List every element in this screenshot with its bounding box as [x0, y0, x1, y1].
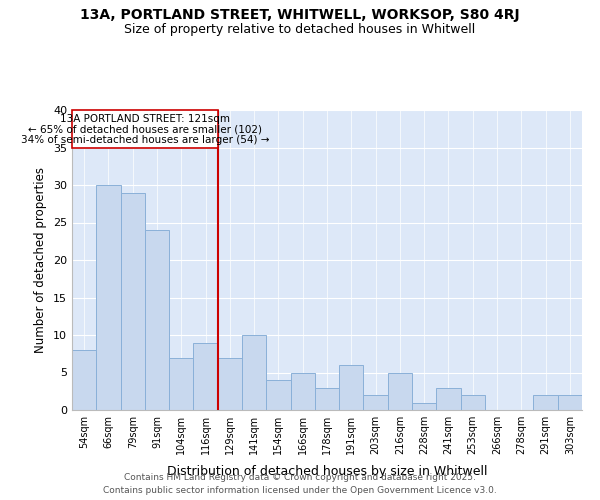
- Text: 13A PORTLAND STREET: 121sqm: 13A PORTLAND STREET: 121sqm: [60, 114, 230, 124]
- Text: 13A, PORTLAND STREET, WHITWELL, WORKSOP, S80 4RJ: 13A, PORTLAND STREET, WHITWELL, WORKSOP,…: [80, 8, 520, 22]
- Bar: [169, 358, 193, 410]
- Text: Contains HM Land Registry data © Crown copyright and database right 2025.
Contai: Contains HM Land Registry data © Crown c…: [103, 474, 497, 495]
- X-axis label: Distribution of detached houses by size in Whitwell: Distribution of detached houses by size …: [167, 466, 487, 478]
- Text: ← 65% of detached houses are smaller (102): ← 65% of detached houses are smaller (10…: [28, 124, 262, 134]
- Bar: [242, 335, 266, 410]
- Bar: [72, 350, 96, 410]
- Bar: [145, 230, 169, 410]
- Bar: [558, 395, 582, 410]
- Bar: [96, 185, 121, 410]
- Bar: [339, 365, 364, 410]
- Bar: [364, 395, 388, 410]
- Bar: [266, 380, 290, 410]
- Bar: [290, 372, 315, 410]
- Bar: [461, 395, 485, 410]
- Bar: [412, 402, 436, 410]
- Bar: [193, 342, 218, 410]
- Bar: [388, 372, 412, 410]
- Bar: [121, 192, 145, 410]
- Bar: [436, 388, 461, 410]
- Text: 34% of semi-detached houses are larger (54) →: 34% of semi-detached houses are larger (…: [20, 134, 269, 145]
- Bar: [218, 358, 242, 410]
- Text: Size of property relative to detached houses in Whitwell: Size of property relative to detached ho…: [124, 22, 476, 36]
- Bar: [533, 395, 558, 410]
- FancyBboxPatch shape: [72, 110, 218, 148]
- Bar: [315, 388, 339, 410]
- Y-axis label: Number of detached properties: Number of detached properties: [34, 167, 47, 353]
